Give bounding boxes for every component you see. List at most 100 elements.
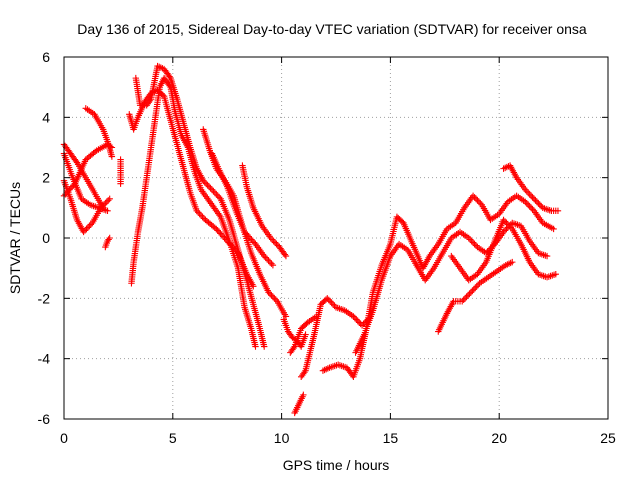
data-point [100, 201, 108, 209]
data-point [326, 298, 334, 305]
series-arc-g [117, 156, 124, 187]
data-point [193, 207, 200, 215]
data-point [268, 236, 276, 243]
data-point [350, 313, 357, 320]
series-arc-f [102, 234, 113, 251]
x-tick-label: 15 [383, 430, 399, 446]
data-point [211, 224, 218, 231]
data-point [219, 233, 227, 240]
data-point [218, 231, 225, 239]
data-point [351, 314, 359, 322]
data-point [106, 195, 113, 202]
data-point [554, 207, 562, 215]
data-point [80, 228, 87, 236]
data-point [501, 227, 509, 234]
data-point [535, 200, 542, 207]
series-arc-j [132, 62, 268, 350]
data-point [269, 261, 277, 269]
y-axis-label: SDTVAR / TECUs [7, 182, 23, 294]
series-arc-m [239, 162, 290, 260]
data-point [550, 225, 557, 233]
data-point [530, 195, 538, 202]
y-tick-label: 0 [42, 230, 50, 246]
data-point [290, 344, 297, 352]
data-point [244, 231, 251, 239]
data-point [99, 203, 106, 210]
data-point [105, 236, 112, 243]
data-point [216, 194, 223, 201]
data-point [300, 391, 307, 399]
data-point [552, 271, 559, 278]
data-point [271, 295, 278, 302]
data-point [241, 228, 248, 236]
data-point [268, 260, 275, 267]
data-point [213, 191, 220, 198]
x-tick-label: 10 [274, 430, 290, 446]
data-point [466, 290, 473, 298]
data-point [265, 257, 272, 264]
data-point [97, 204, 105, 212]
data-point [473, 283, 480, 290]
data-point [324, 295, 331, 302]
series-arc-e [82, 105, 116, 160]
data-point [503, 219, 510, 227]
data-point [245, 233, 252, 240]
data-point [523, 188, 530, 195]
data-point [146, 97, 154, 104]
data-point [532, 197, 539, 204]
data-point [271, 239, 279, 246]
data-point [270, 237, 277, 245]
x-tick-label: 5 [169, 430, 177, 446]
data-point [526, 191, 533, 198]
data-point [242, 230, 250, 237]
data-point [204, 182, 211, 189]
data-point [199, 213, 206, 221]
y-tick-label: 4 [42, 109, 50, 125]
data-point [252, 343, 259, 350]
data-point [358, 322, 366, 329]
data-point [325, 296, 332, 304]
data-point [229, 243, 236, 251]
series-arc-u [448, 216, 559, 284]
y-tick-label: -4 [38, 351, 51, 367]
data-point [202, 180, 210, 187]
series-arc-p [291, 391, 307, 417]
data-point [260, 343, 268, 350]
data-point [217, 230, 224, 237]
x-tick-label: 25 [600, 430, 616, 446]
data-point [105, 197, 112, 204]
data-point [281, 251, 289, 258]
data-point [108, 153, 116, 160]
data-point [472, 195, 480, 202]
data-point [196, 210, 203, 218]
data-point [328, 299, 335, 307]
data-point [470, 286, 478, 293]
axis-ticks: 0 5 10 15 20 25 -6 -4 -2 0 2 4 6 [38, 49, 616, 446]
data-point [527, 204, 535, 212]
data-point [87, 221, 95, 228]
data-point [525, 201, 532, 209]
data-point [266, 258, 274, 266]
data-point [208, 186, 216, 193]
data-point [466, 236, 474, 243]
data-point [467, 289, 475, 296]
data-point [104, 207, 111, 215]
data-point [526, 203, 533, 210]
data-point [211, 189, 219, 196]
data-point [522, 198, 529, 205]
series-arc-d [60, 177, 113, 236]
data-point [194, 209, 202, 216]
data-point [471, 240, 478, 248]
data-point [465, 234, 472, 242]
data-point [509, 258, 516, 266]
data-point [504, 221, 512, 228]
data-point [474, 197, 481, 204]
data-point [474, 281, 482, 288]
data-point [469, 287, 476, 294]
data-point [200, 215, 208, 222]
data-point [159, 91, 166, 99]
data-points [60, 62, 562, 417]
data-point [117, 180, 124, 187]
data-point [221, 234, 228, 242]
data-point [471, 194, 478, 201]
